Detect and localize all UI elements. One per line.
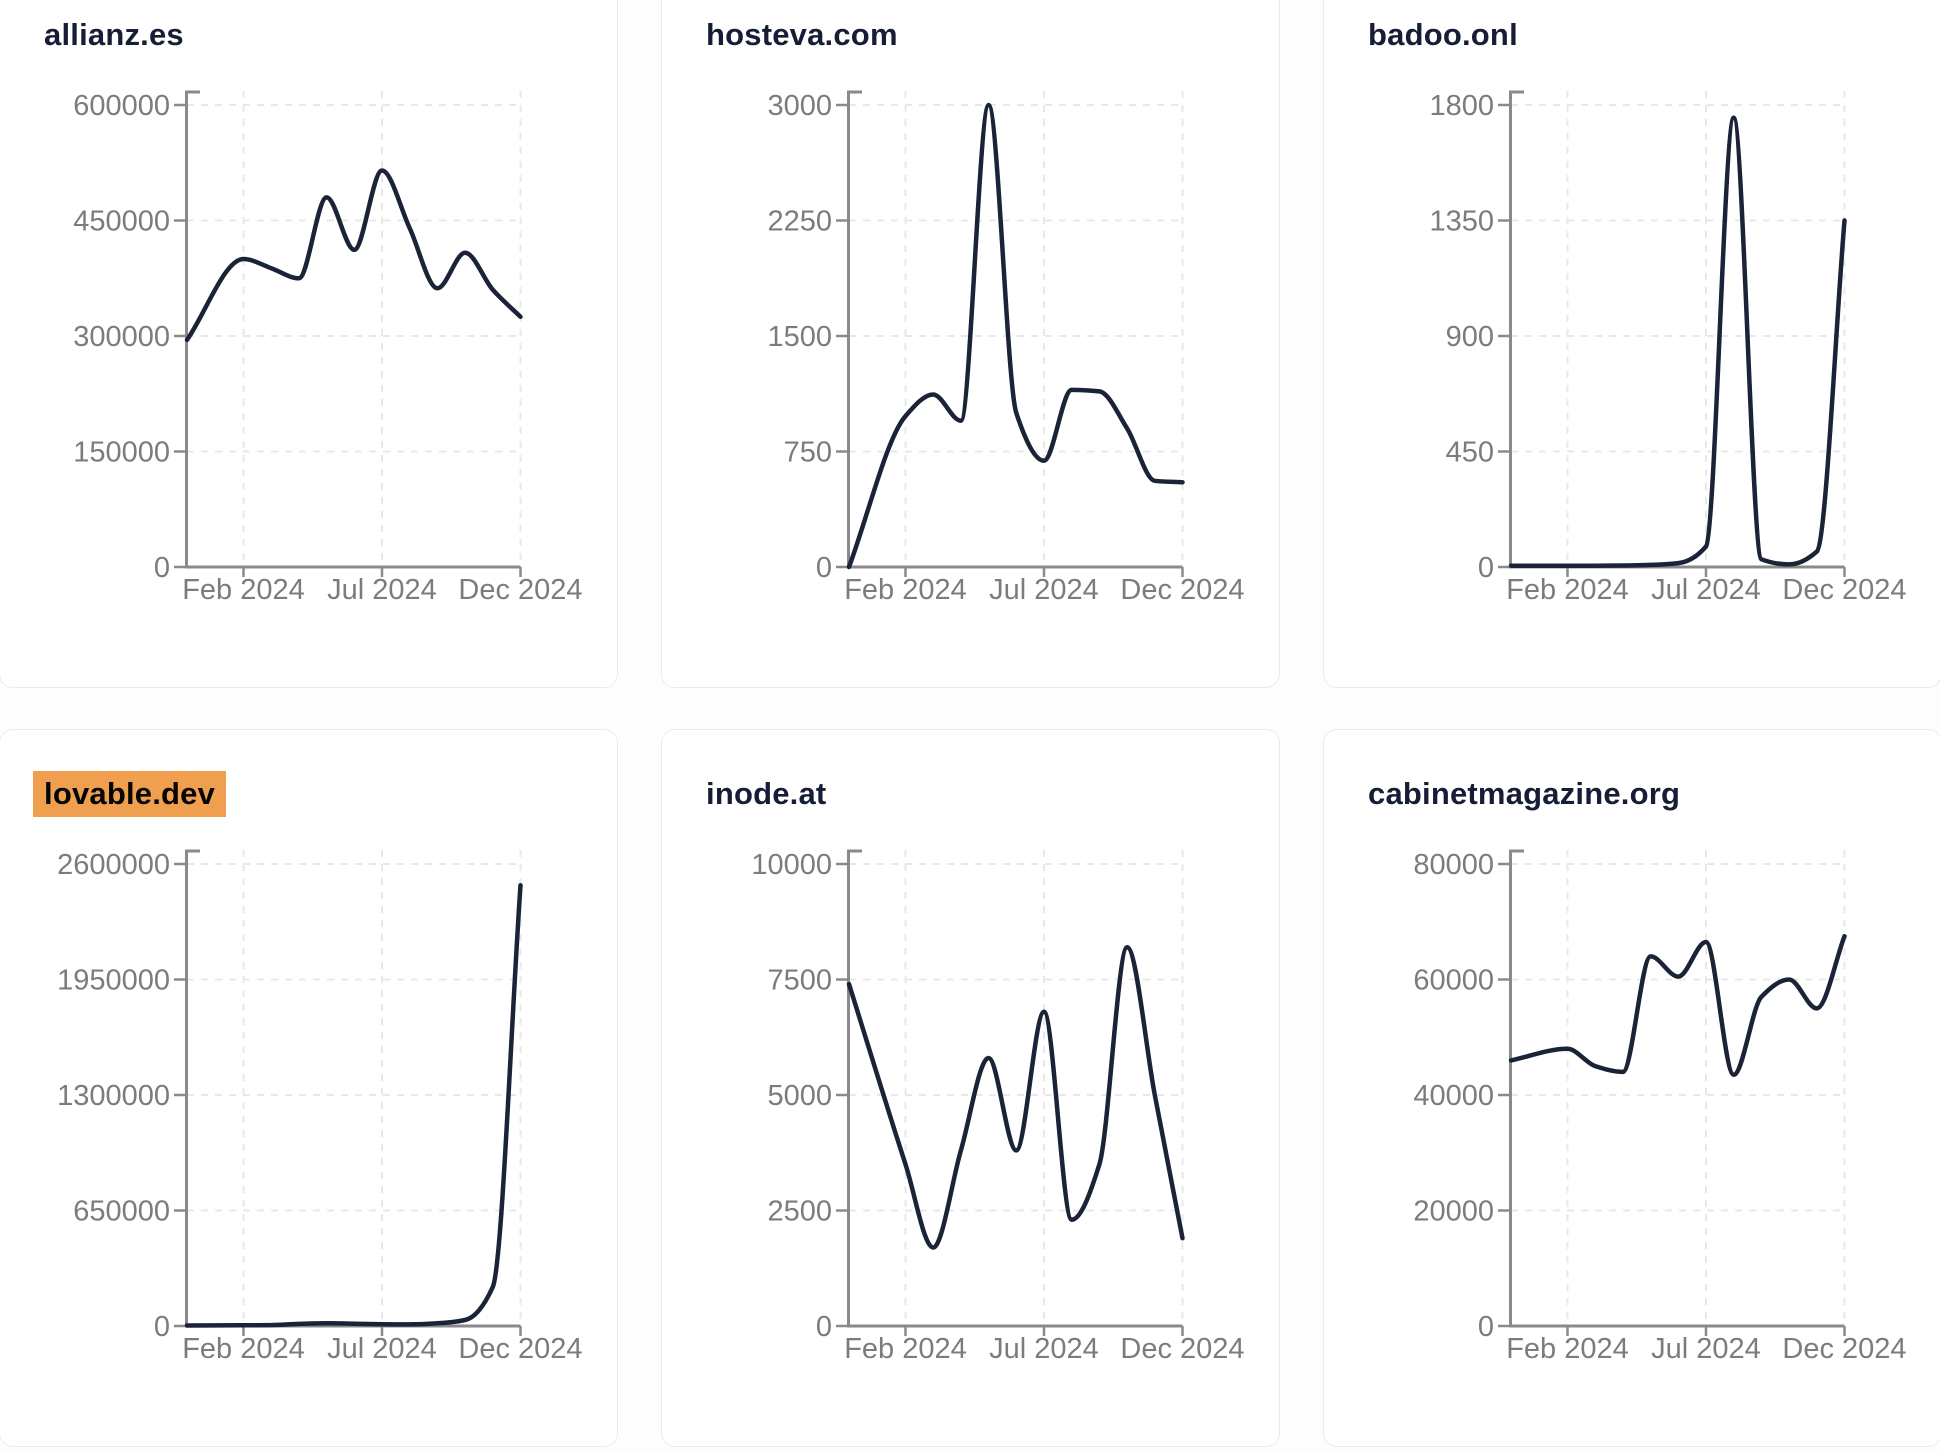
y-tick-label: 900	[1446, 321, 1494, 353]
x-tick-label: Jul 2024	[327, 574, 437, 606]
y-tick-label: 7500	[767, 965, 832, 997]
line-chart: 0 150000 300000 450000 600000 Feb 2024 Jul 202…	[73, 90, 582, 606]
line-chart: 0 450 900 1350 1800 Feb 2024 Jul 2024 Dec 2024	[1429, 90, 1906, 606]
chart-title: cabinetmagazine.org	[1368, 776, 1681, 811]
x-tick-label: Dec 2024	[1120, 574, 1244, 606]
x-tick-label: Jul 2024	[989, 1333, 1099, 1365]
chart-title-highlighted: lovable.dev	[33, 771, 227, 817]
y-tick-label: 80000	[1413, 849, 1494, 881]
y-tick-label: 750	[784, 437, 832, 469]
y-tick-label: 1350	[1429, 206, 1494, 238]
y-tick-label: 2600000	[57, 849, 170, 881]
domain-chart-card: hosteva.com 0 750 1500 2250 3000 Feb 2024 Jul …	[661, 0, 1280, 688]
x-tick-label: Jul 2024	[327, 1333, 437, 1365]
line-chart: 0 20000 40000 60000 80000 Feb 2024 Jul 2024 Dec…	[1413, 849, 1906, 1365]
line-chart: 0 650000 1300000 1950000 2600000 Feb 2024 Jul …	[57, 849, 582, 1365]
y-tick-label: 5000	[767, 1080, 832, 1112]
x-tick-label: Jul 2024	[1651, 1333, 1761, 1365]
x-tick-label: Feb 2024	[182, 1333, 305, 1365]
domain-chart-card: badoo.onl 0 450 900 1350 1800 Feb 2024 Jul 202…	[1323, 0, 1940, 688]
x-tick-label: Dec 2024	[1782, 574, 1906, 606]
x-tick-label: Dec 2024	[458, 574, 582, 606]
y-tick-label: 60000	[1413, 965, 1494, 997]
y-tick-label: 1800	[1429, 90, 1494, 122]
y-tick-label: 0	[816, 552, 832, 584]
y-tick-label: 0	[154, 1311, 170, 1343]
y-tick-label: 650000	[73, 1196, 170, 1228]
domain-chart-card: lovable.dev 0 650000 1300000 1950000 2600000…	[0, 729, 618, 1447]
y-tick-label: 1300000	[57, 1080, 170, 1112]
y-tick-label: 1950000	[57, 965, 170, 997]
x-tick-label: Jul 2024	[1651, 574, 1761, 606]
trend-line	[184, 168, 523, 343]
y-tick-label: 1500	[767, 321, 832, 353]
line-chart: 0 750 1500 2250 3000 Feb 2024 Jul 2024 Dec 2024	[767, 90, 1244, 606]
y-tick-label: 0	[1478, 1311, 1494, 1343]
chart-title: allianz.es	[44, 17, 184, 52]
y-tick-label: 150000	[73, 437, 170, 469]
y-tick-label: 0	[154, 552, 170, 584]
line-chart: 0 2500 5000 7500 10000 Feb 2024 Jul 2024 Dec 20…	[751, 849, 1244, 1365]
x-tick-label: Dec 2024	[1120, 1333, 1244, 1365]
y-tick-label: 0	[1478, 552, 1494, 584]
x-tick-label: Jul 2024	[989, 574, 1099, 606]
y-tick-label: 450000	[73, 206, 170, 238]
y-tick-label: 300000	[73, 321, 170, 353]
trend-line	[846, 944, 1185, 1250]
y-tick-label: 10000	[751, 849, 832, 881]
y-tick-label: 600000	[73, 90, 170, 122]
x-tick-label: Feb 2024	[1506, 1333, 1629, 1365]
y-tick-label: 40000	[1413, 1080, 1494, 1112]
trend-line	[184, 883, 523, 1328]
x-tick-label: Feb 2024	[844, 1333, 967, 1365]
domain-chart-card: allianz.es 0 150000 300000 450000 600000 Feb …	[0, 0, 618, 688]
x-tick-label: Feb 2024	[844, 574, 967, 606]
domain-chart-card: cabinetmagazine.org 0 20000 40000 60000 8000…	[1323, 729, 1940, 1447]
trend-line	[1508, 933, 1847, 1078]
y-tick-label: 3000	[767, 90, 832, 122]
x-tick-label: Feb 2024	[182, 574, 305, 606]
trend-line	[846, 102, 1185, 570]
chart-title: hosteva.com	[706, 17, 898, 52]
x-tick-label: Dec 2024	[458, 1333, 582, 1365]
y-tick-label: 450	[1446, 437, 1494, 469]
y-tick-label: 0	[816, 1311, 832, 1343]
chart-title: inode.at	[706, 776, 827, 811]
y-tick-label: 2250	[767, 206, 832, 238]
x-tick-label: Dec 2024	[1782, 1333, 1906, 1365]
y-tick-label: 2500	[767, 1196, 832, 1228]
chart-title: badoo.onl	[1368, 17, 1518, 52]
y-tick-label: 20000	[1413, 1196, 1494, 1228]
trend-line	[1508, 115, 1847, 568]
x-tick-label: Feb 2024	[1506, 574, 1629, 606]
domain-chart-card: inode.at 0 2500 5000 7500 10000 Feb 2024 Jul 2…	[661, 729, 1280, 1447]
